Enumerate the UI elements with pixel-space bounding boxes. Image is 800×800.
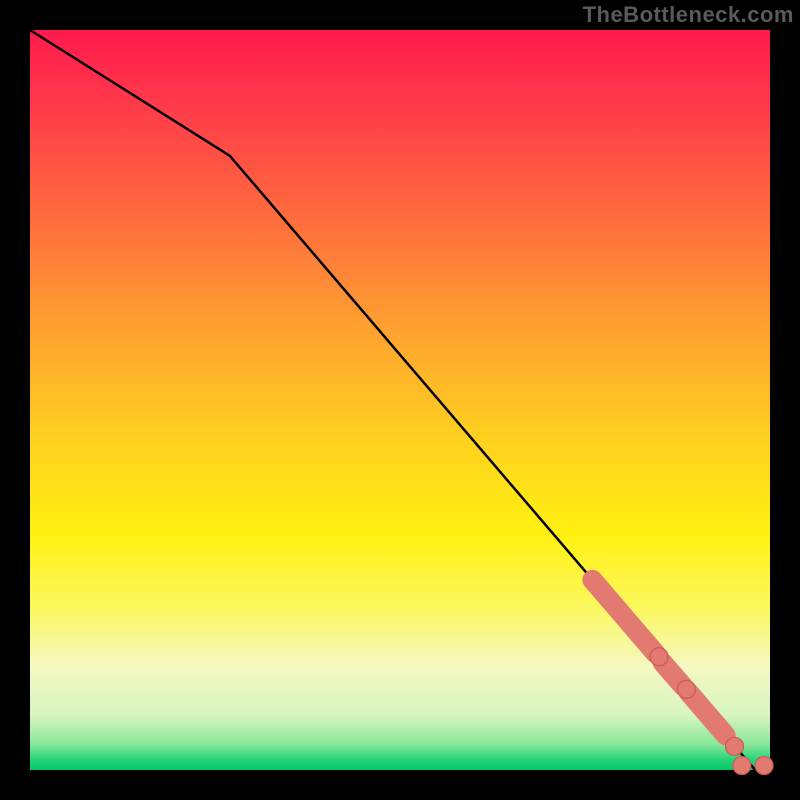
- bottleneck-chart: [0, 0, 800, 800]
- chart-container: TheBottleneck.com: [0, 0, 800, 800]
- watermark-text: TheBottleneck.com: [583, 2, 794, 28]
